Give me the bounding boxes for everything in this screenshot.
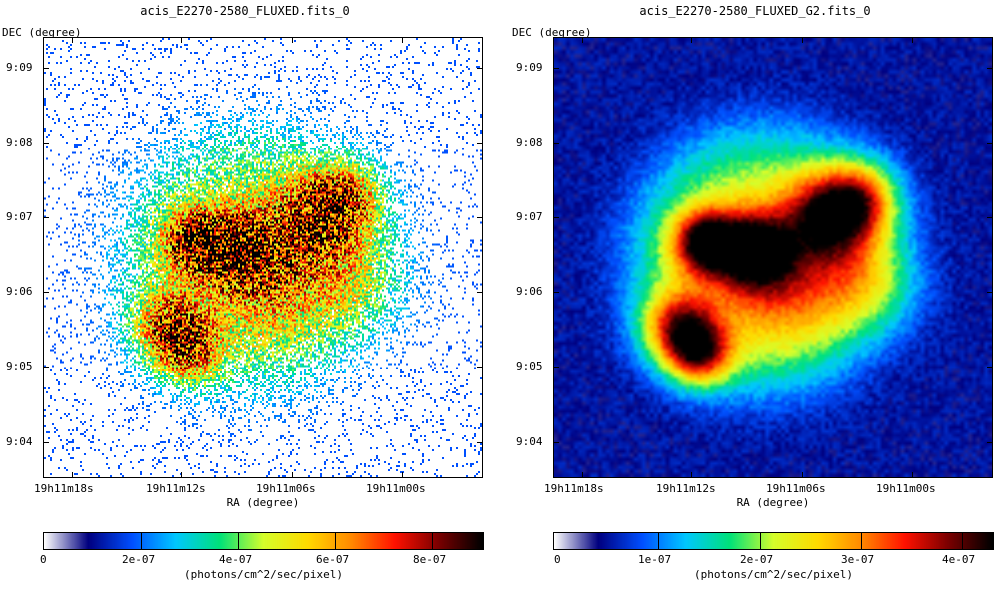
y-tick-mark [477,68,483,69]
colorbar-tick [760,532,761,550]
x-tick-label: 19h11m00s [876,482,936,495]
y-tick-label: 9:05 [516,360,543,373]
colorbar-label: 8e-07 [413,553,447,566]
y-tick-mark [553,292,559,293]
y-tick-mark [43,442,49,443]
colorbar-tick [238,532,239,550]
colorbar-tick [962,532,963,550]
y-tick-label: 9:09 [516,61,543,74]
colorbar-tick [141,532,142,550]
colorbar-label: 4e-07 [942,553,976,566]
y-tick-mark [987,367,993,368]
y-tick-mark [477,292,483,293]
x-tick-mark [802,472,803,478]
colorbar-unit: (photons/cm^2/sec/pixel) [184,568,343,581]
y-tick-label: 9:04 [516,435,543,448]
x-tick-mark [802,37,803,43]
y-tick-label: 9:08 [516,136,543,149]
y-tick-mark [553,442,559,443]
x-tick-label: 19h11m12s [656,482,716,495]
x-tick-mark [582,472,583,478]
colorbar-gradient [44,533,483,549]
colorbar-label: 0 [40,553,47,566]
y-axis-title: DEC (degree) [2,26,82,39]
y-tick-mark [987,143,993,144]
y-axis-title: DEC (degree) [512,26,592,39]
y-tick-label: 9:06 [516,285,543,298]
x-tick-label: 19h11m00s [366,482,426,495]
x-axis-title: RA (degree) [226,496,300,509]
y-tick-mark [553,143,559,144]
y-tick-mark [477,367,483,368]
y-tick-mark [477,143,483,144]
y-tick-mark [43,68,49,69]
colorbar-label: 4e-07 [219,553,253,566]
x-tick-mark [402,37,403,43]
x-tick-label: 19h11m06s [256,482,316,495]
x-tick-mark [691,37,692,43]
y-tick-mark [553,217,559,218]
x-tick-mark [691,472,692,478]
panel-raw-image: acis_E2270-2580_FLUXED.fits_0 DEC (degre… [2,4,484,581]
y-tick-mark [987,442,993,443]
y-tick-mark [987,292,993,293]
image-title: acis_E2270-2580_FLUXED_G2.fits_0 [639,4,871,18]
y-tick-mark [477,442,483,443]
x-tick-mark [912,472,913,478]
y-tick-mark [987,217,993,218]
y-tick-label: 9:08 [6,136,33,149]
y-tick-label: 9:04 [6,435,33,448]
colorbar-label: 2e-07 [740,553,774,566]
x-tick-label: 19h11m18s [34,482,94,495]
smoothed-flux-image[interactable] [554,38,992,477]
y-tick-mark [987,68,993,69]
colorbar-tick [432,532,433,550]
colorbar[interactable] [43,532,484,550]
colorbar-label: 3e-07 [841,553,875,566]
x-axis-title: RA (degree) [736,496,810,509]
image-title: acis_E2270-2580_FLUXED.fits_0 [140,4,350,18]
y-tick-mark [43,292,49,293]
x-tick-mark [72,37,73,43]
y-tick-mark [553,367,559,368]
image-canvas-area[interactable] [553,37,993,478]
x-tick-mark [292,472,293,478]
x-tick-label: 19h11m18s [544,482,604,495]
x-tick-mark [292,37,293,43]
x-tick-mark [72,472,73,478]
y-tick-mark [43,143,49,144]
y-tick-label: 9:07 [6,210,33,223]
x-tick-mark [912,37,913,43]
colorbar-label: 2e-07 [122,553,156,566]
y-tick-label: 9:06 [6,285,33,298]
colorbar-tick [658,532,659,550]
colorbar[interactable] [553,532,994,550]
image-canvas-area[interactable] [43,37,483,478]
colorbar-label: 6e-07 [316,553,350,566]
colorbar-tick [335,532,336,550]
y-tick-mark [477,217,483,218]
y-tick-label: 9:07 [516,210,543,223]
x-tick-mark [181,37,182,43]
x-tick-mark [582,37,583,43]
y-tick-label: 9:05 [6,360,33,373]
x-tick-label: 19h11m12s [146,482,206,495]
raw-flux-image[interactable] [44,38,482,477]
x-tick-mark [181,472,182,478]
y-tick-mark [43,217,49,218]
y-tick-label: 9:09 [6,61,33,74]
colorbar-tick [861,532,862,550]
colorbar-unit: (photons/cm^2/sec/pixel) [694,568,853,581]
colorbar-label: 1e-07 [638,553,672,566]
y-tick-mark [43,367,49,368]
colorbar-label: 0 [554,553,561,566]
colorbar-gradient [554,533,993,549]
panel-smoothed-image: acis_E2270-2580_FLUXED_G2.fits_0 DEC (de… [510,0,1000,605]
x-tick-mark [402,472,403,478]
x-tick-label: 19h11m06s [766,482,826,495]
y-tick-mark [553,68,559,69]
